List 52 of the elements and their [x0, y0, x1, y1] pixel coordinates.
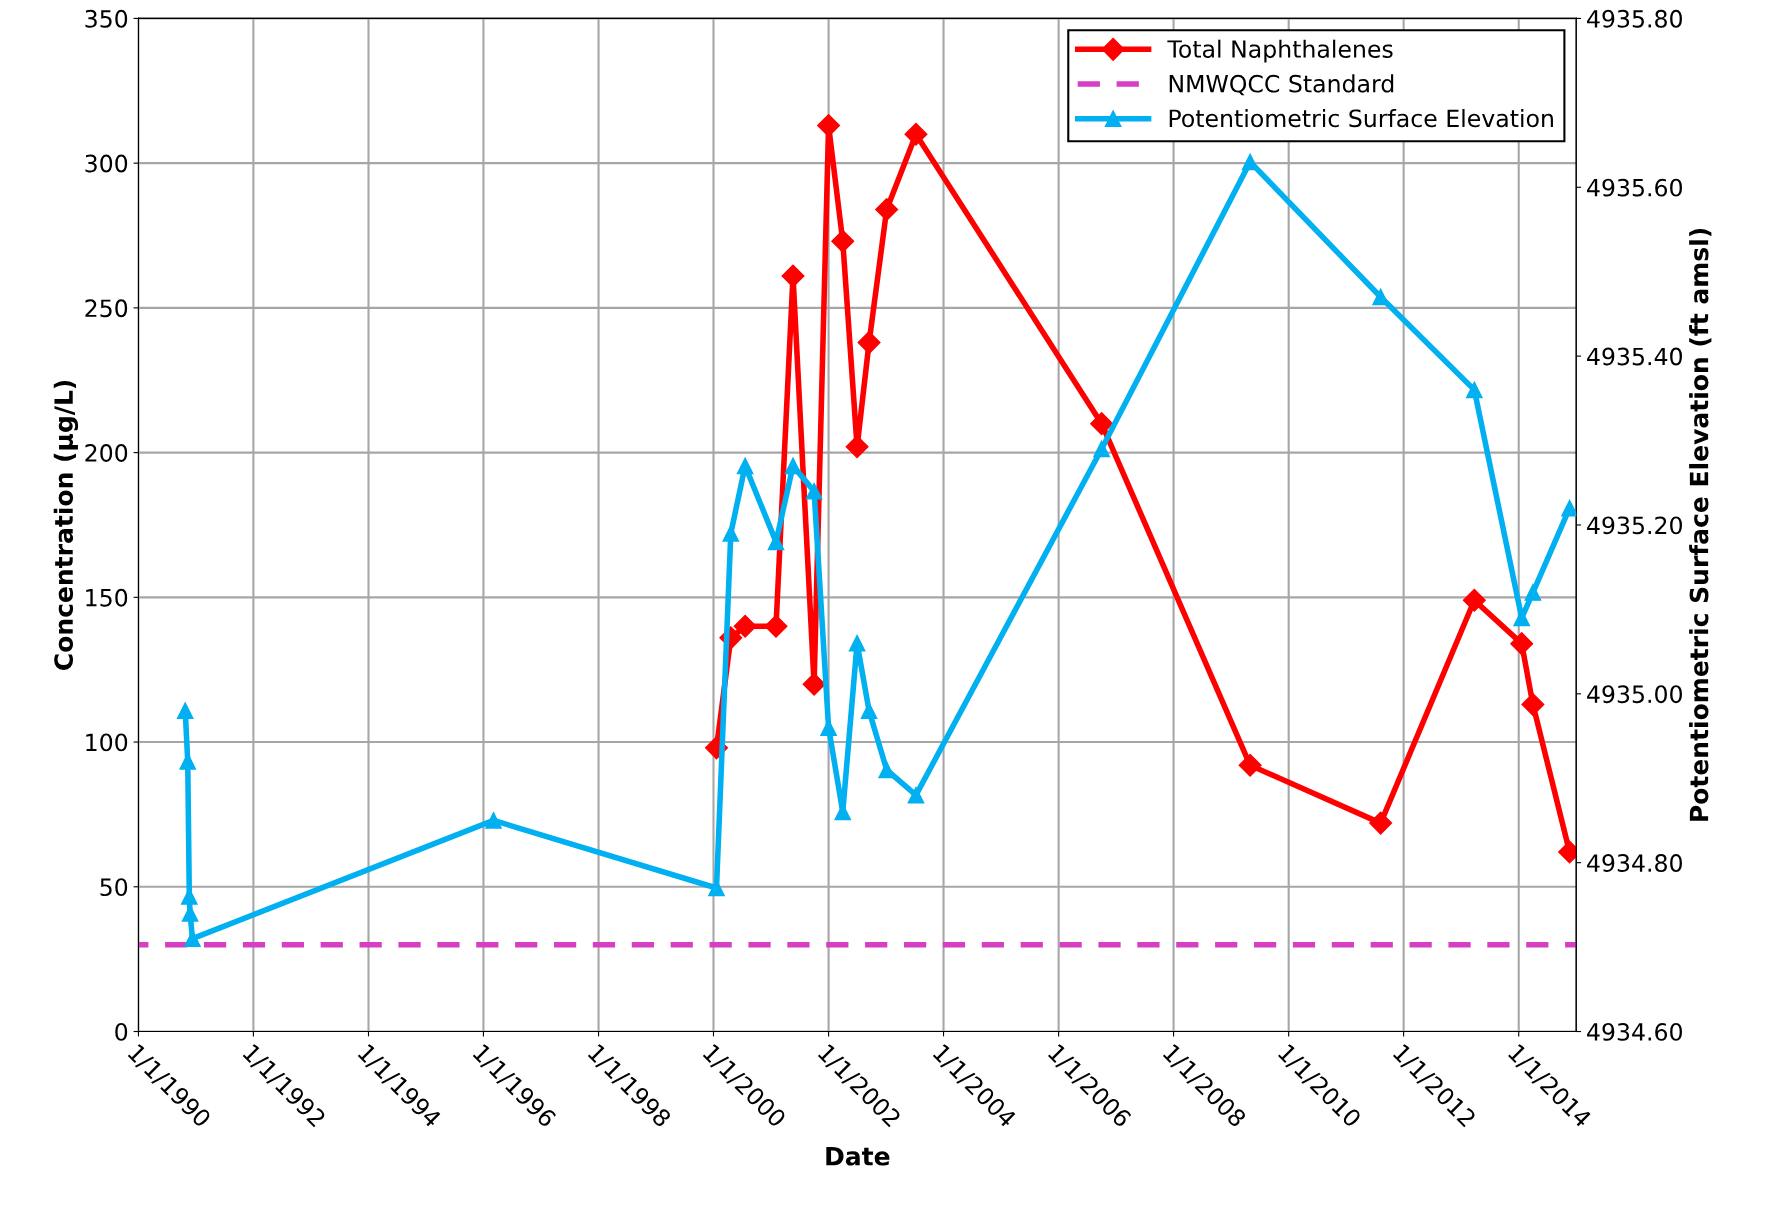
y-tick-label: 250: [85, 299, 128, 318]
point: [1238, 753, 1262, 777]
y2-tick-label: 4935.80: [1587, 9, 1682, 28]
y-tick-label: 100: [86, 733, 128, 752]
y2-axis-title: Potentiometric Surface Elevation (ft amsl): [1689, 228, 1712, 821]
point: [875, 197, 899, 221]
legend-label: Potentiometric Surface Elevation: [1169, 108, 1553, 128]
y2-tick-label: 4934.60: [1587, 1022, 1682, 1041]
point: [1372, 288, 1389, 306]
point: [485, 812, 502, 829]
point: [733, 614, 757, 638]
point: [1462, 588, 1486, 612]
y2-tick-label: 4934.80: [1587, 854, 1682, 872]
point: [1561, 499, 1577, 517]
point: [817, 114, 841, 138]
point: [904, 122, 928, 146]
point: [845, 435, 869, 459]
y-tick-label: 200: [85, 444, 128, 462]
point: [176, 702, 194, 720]
y-tick-label: 150: [86, 588, 128, 607]
point: [1465, 381, 1483, 399]
y2-tick-label: 4935.60: [1587, 178, 1682, 197]
legend-label: NMWQCC Standard: [1169, 74, 1394, 96]
point: [831, 229, 855, 253]
point: [722, 525, 740, 542]
y2-tick-label: 4935.20: [1587, 516, 1682, 535]
point: [1090, 412, 1114, 436]
point: [805, 482, 823, 500]
point: [860, 702, 878, 720]
point: [781, 264, 805, 288]
y2-tick-label: 4935.40: [1587, 347, 1682, 366]
y-tick-label: 300: [85, 154, 128, 173]
y-tick-label: 350: [85, 9, 128, 28]
point: [802, 672, 826, 696]
point: [907, 786, 925, 804]
point: [1093, 440, 1110, 458]
point: [1369, 811, 1393, 835]
point: [1521, 692, 1545, 716]
y-tick-label: 50: [100, 878, 128, 897]
point: [736, 457, 754, 475]
point: [848, 634, 866, 652]
point: [1510, 632, 1534, 656]
y2-tick-label: 4935.00: [1587, 685, 1682, 704]
point: [764, 614, 788, 638]
point: [1241, 153, 1259, 171]
point: [857, 331, 881, 355]
legend-label: Total Naphthalenes: [1167, 39, 1393, 63]
x-axis-title: Date: [826, 1147, 890, 1166]
y-axis-title: Concentration (µg/L): [53, 380, 79, 670]
point: [1524, 584, 1542, 601]
point: [784, 457, 802, 475]
y-tick-label: 0: [115, 1022, 128, 1041]
